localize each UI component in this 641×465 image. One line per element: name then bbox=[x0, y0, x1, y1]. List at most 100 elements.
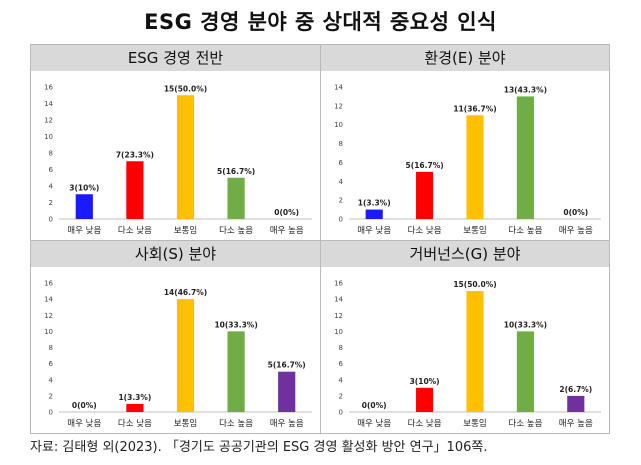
chart-panel-governance: 거버넌스(G) 분야 0 2 4 6 8 10 12 14 16 0(0%) 매우 낮음 3(10%)… bbox=[321, 241, 609, 433]
category-label: 매우 낮음 bbox=[67, 225, 101, 236]
chart-panel-social: 사회(S) 분야 0 2 4 6 8 10 12 14 16 0(0%) 매우 낮음 1(3.3%) 다… bbox=[31, 241, 320, 433]
y-tick-label: 10 bbox=[334, 328, 343, 336]
bar bbox=[466, 115, 484, 219]
data-label: 0(0%) bbox=[362, 401, 387, 410]
source-note: 자료: 김태형 외(2023). 「경기도 공공기관의 ESG 경영 활성화 방… bbox=[30, 440, 488, 455]
y-tick-label: 2 bbox=[339, 197, 343, 205]
category-label: 다소 높음 bbox=[219, 419, 253, 429]
data-label: 0(0%) bbox=[72, 401, 97, 410]
chart-panel-esg-overall: ESG 경영 전반 0 2 4 6 8 10 12 14 16 3(10%) 매우 낮음 7(23.3… bbox=[31, 45, 320, 240]
y-tick-label: 4 bbox=[339, 376, 344, 384]
y-tick-label: 14 bbox=[44, 100, 53, 108]
y-tick-label: 14 bbox=[44, 296, 53, 304]
y-tick-label: 2 bbox=[339, 392, 343, 400]
bar bbox=[126, 403, 144, 412]
panel-divider-vertical bbox=[320, 45, 321, 433]
y-tick-label: 2 bbox=[49, 392, 53, 400]
category-label: 다소 낮음 bbox=[408, 225, 442, 236]
bar bbox=[227, 331, 245, 412]
y-tick-label: 10 bbox=[44, 328, 53, 336]
bar bbox=[567, 395, 585, 412]
category-label: 매우 높음 bbox=[559, 226, 593, 236]
category-label: 다소 높음 bbox=[508, 226, 542, 236]
category-label: 보통임 bbox=[174, 225, 197, 236]
bar bbox=[516, 96, 534, 219]
bar bbox=[176, 95, 195, 219]
y-tick-label: 16 bbox=[44, 280, 53, 288]
y-tick-label: 12 bbox=[334, 102, 343, 110]
data-label: 11(36.7%) bbox=[453, 104, 496, 113]
y-tick-label: 6 bbox=[339, 159, 344, 167]
y-tick-label: 4 bbox=[49, 183, 54, 191]
chart-panel-environment: 환경(E) 분야 0 2 4 6 8 10 12 14 1(3.3%) 매우 낮음 5(16.7%)… bbox=[321, 45, 609, 240]
data-label: 3(10%) bbox=[410, 377, 440, 386]
data-label: 10(33.3%) bbox=[214, 320, 257, 329]
panel-title: 거버넌스(G) 분야 bbox=[321, 241, 609, 267]
bar bbox=[416, 171, 434, 219]
y-tick-label: 16 bbox=[334, 280, 343, 288]
bar bbox=[75, 194, 93, 219]
chart-grid: ESG 경영 전반 0 2 4 6 8 10 12 14 16 3(10%) 매우 낮음 7(23.3… bbox=[30, 44, 610, 434]
bar-chart-environment: 0 2 4 6 8 10 12 14 1(3.3%) 매우 낮음 5(16.7%) 다소 낮음 11(3… bbox=[334, 84, 601, 236]
y-tick-label: 16 bbox=[44, 84, 53, 92]
category-label: 보통임 bbox=[463, 418, 486, 429]
y-tick-label: 12 bbox=[334, 312, 343, 320]
category-label: 매우 높음 bbox=[270, 419, 304, 429]
category-label: 다소 낮음 bbox=[118, 418, 152, 429]
bar-chart-esg-overall: 0 2 4 6 8 10 12 14 16 3(10%) 매우 낮음 7(23.3%) 다소 낮음 15(… bbox=[44, 84, 312, 236]
data-label: 2(6.7%) bbox=[559, 385, 592, 394]
category-label: 매우 낮음 bbox=[357, 418, 391, 429]
category-label: 다소 낮음 bbox=[118, 225, 152, 236]
y-tick-label: 14 bbox=[334, 296, 343, 304]
data-label: 1(3.3%) bbox=[118, 393, 151, 402]
bar bbox=[416, 387, 434, 412]
bar bbox=[278, 371, 296, 412]
y-tick-label: 6 bbox=[49, 360, 54, 368]
panel-title: 환경(E) 분야 bbox=[321, 45, 609, 71]
y-tick-label: 0 bbox=[49, 409, 53, 417]
y-tick-label: 6 bbox=[339, 360, 344, 368]
bar bbox=[176, 299, 195, 412]
category-label: 보통임 bbox=[174, 418, 197, 429]
category-label: 매우 낮음 bbox=[357, 225, 391, 236]
y-tick-label: 4 bbox=[49, 376, 54, 384]
y-tick-label: 8 bbox=[49, 150, 53, 158]
y-tick-label: 0 bbox=[339, 409, 343, 417]
category-label: 다소 낮음 bbox=[408, 418, 442, 429]
data-label: 10(33.3%) bbox=[504, 320, 547, 329]
data-label: 5(16.7%) bbox=[268, 361, 306, 370]
y-tick-label: 8 bbox=[49, 344, 53, 352]
data-label: 13(43.3%) bbox=[504, 85, 547, 94]
y-tick-label: 8 bbox=[339, 344, 343, 352]
category-label: 매우 높음 bbox=[559, 419, 593, 429]
y-tick-label: 6 bbox=[49, 166, 54, 174]
category-label: 보통임 bbox=[463, 225, 486, 236]
page-title: ESG 경영 분야 중 상대적 중요성 인식 bbox=[144, 10, 497, 34]
y-tick-label: 10 bbox=[334, 121, 343, 129]
category-label: 다소 높음 bbox=[508, 419, 542, 429]
y-tick-label: 10 bbox=[44, 133, 53, 141]
bar-chart-governance: 0 2 4 6 8 10 12 14 16 0(0%) 매우 낮음 3(10%) 다소 낮음 15(50.… bbox=[334, 280, 601, 429]
data-label: 5(16.7%) bbox=[217, 167, 255, 176]
y-tick-label: 14 bbox=[334, 84, 343, 92]
data-label: 14(46.7%) bbox=[164, 288, 207, 297]
bar bbox=[227, 177, 245, 219]
y-tick-label: 4 bbox=[339, 178, 344, 186]
data-label: 0(0%) bbox=[274, 208, 299, 217]
panel-title: ESG 경영 전반 bbox=[31, 45, 320, 71]
data-label: 3(10%) bbox=[69, 183, 99, 192]
panel-divider-horizontal bbox=[31, 240, 609, 241]
category-label: 매우 낮음 bbox=[67, 418, 101, 429]
data-label: 1(3.3%) bbox=[358, 199, 391, 208]
y-tick-label: 12 bbox=[44, 312, 53, 320]
bar-chart-social: 0 2 4 6 8 10 12 14 16 0(0%) 매우 낮음 1(3.3%) 다소 낮음 14(46… bbox=[44, 280, 312, 429]
data-label: 15(50.0%) bbox=[453, 280, 496, 289]
y-tick-label: 2 bbox=[49, 199, 53, 207]
bar bbox=[126, 161, 144, 219]
y-tick-label: 8 bbox=[339, 140, 343, 148]
panel-title: 사회(S) 분야 bbox=[31, 241, 320, 267]
y-tick-label: 0 bbox=[49, 216, 53, 224]
category-label: 다소 높음 bbox=[219, 226, 253, 236]
bar bbox=[365, 209, 383, 219]
category-label: 매우 높음 bbox=[270, 226, 304, 236]
